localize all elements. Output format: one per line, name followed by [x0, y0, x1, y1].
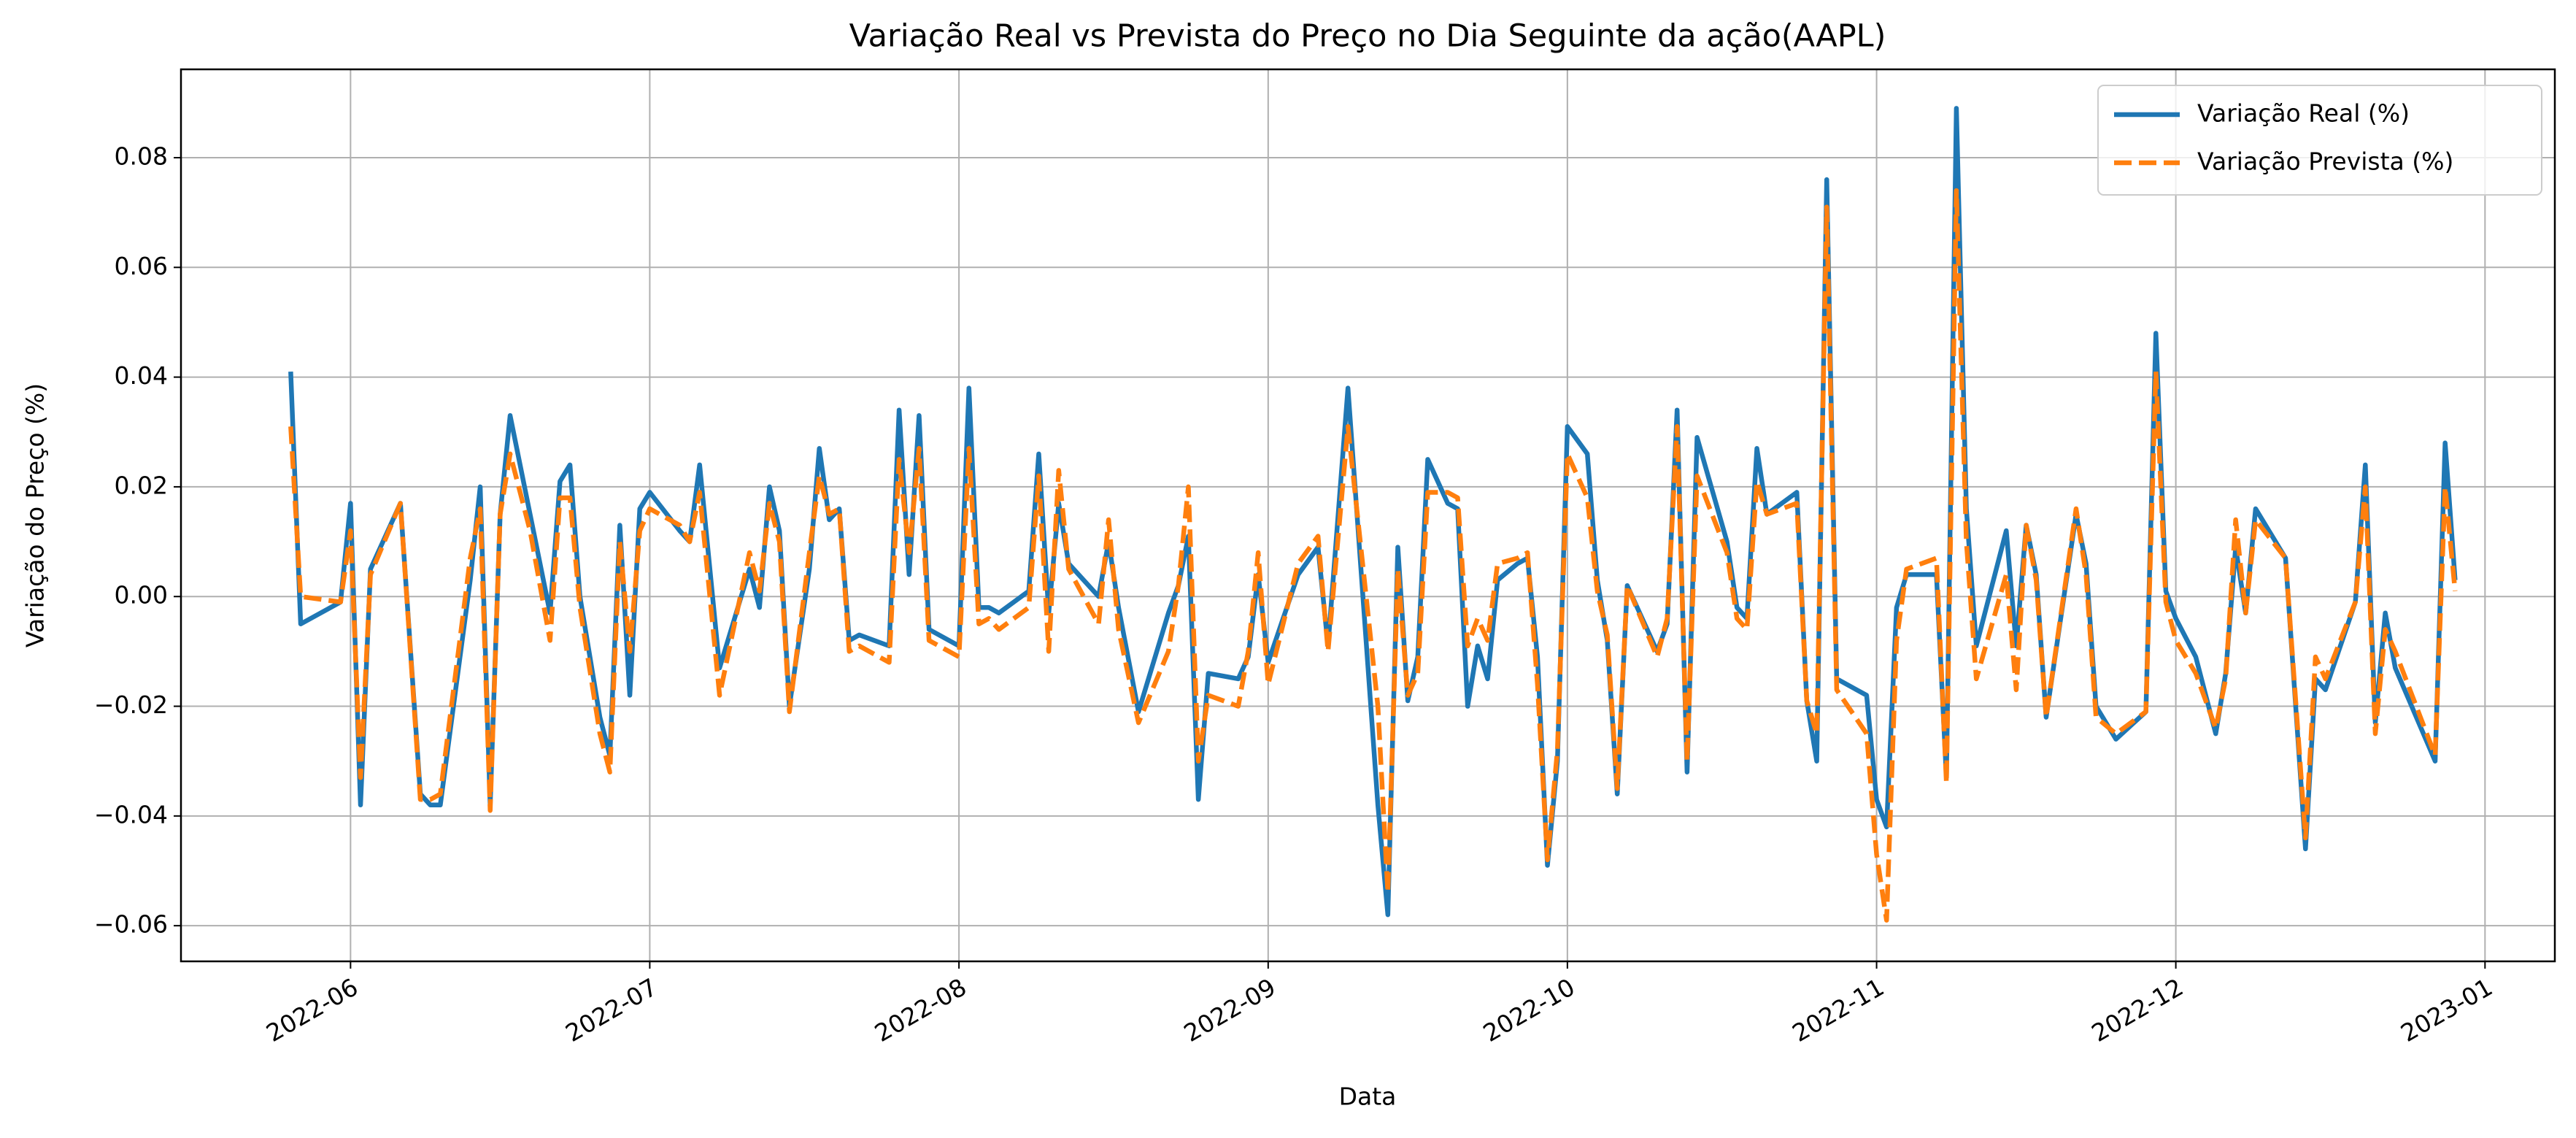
chart-title: Variação Real vs Prevista do Preço no Di…	[849, 18, 1886, 55]
x-tick-label: 2022-07	[560, 972, 662, 1047]
y-tick-label: 0.04	[115, 361, 168, 390]
x-axis-label: Data	[1339, 1083, 1397, 1111]
y-tick-label: 0.00	[115, 581, 168, 610]
y-axis-label: Variação do Preço (%)	[21, 383, 50, 647]
legend-box	[2097, 85, 2542, 196]
x-tick-label: 2022-08	[870, 972, 971, 1047]
series-line	[288, 188, 2458, 923]
y-tick-label: −0.04	[94, 800, 168, 828]
y-tick-label: 0.08	[115, 142, 168, 170]
x-tick-label: 2022-11	[1787, 972, 1889, 1047]
y-tick-label: 0.06	[115, 252, 168, 280]
legend-label: Variação Prevista (%)	[2197, 147, 2453, 176]
series-line	[288, 106, 2458, 918]
x-tick-label: 2022-06	[261, 972, 363, 1047]
x-tick-label: 2023-01	[2396, 972, 2497, 1047]
x-tick-label: 2022-10	[1478, 972, 1580, 1047]
x-tick-label: 2022-12	[2086, 972, 2188, 1047]
x-tick-label: 2022-09	[1179, 972, 1281, 1047]
y-tick-label: −0.02	[94, 691, 168, 719]
legend: Variação Real (%) Variação Prevista (%)	[2097, 85, 2542, 196]
legend-label: Variação Real (%)	[2197, 99, 2410, 128]
plot-frame	[180, 68, 2556, 963]
y-tick-label: 0.02	[115, 471, 168, 499]
y-tick-label: −0.06	[94, 910, 168, 939]
